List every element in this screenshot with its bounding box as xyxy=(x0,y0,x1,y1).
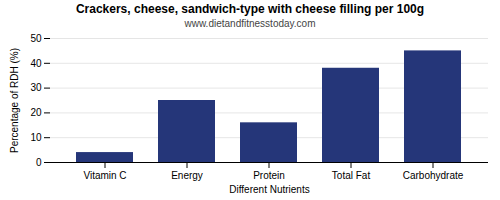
svg-text:40: 40 xyxy=(30,58,42,69)
svg-text:Total Fat: Total Fat xyxy=(332,170,371,181)
svg-text:Vitamin C: Vitamin C xyxy=(83,170,126,181)
svg-text:Different Nutrients: Different Nutrients xyxy=(229,184,309,195)
svg-text:0: 0 xyxy=(36,157,42,168)
svg-text:30: 30 xyxy=(30,82,42,93)
svg-text:Percentage of RDH (%): Percentage of RDH (%) xyxy=(9,48,20,153)
svg-text:20: 20 xyxy=(30,107,42,118)
html-text:Crackers, cheese, sandwich-typ: Crackers, cheese, sandwich-type with che… xyxy=(75,2,425,16)
html-text:www.dietandfitnesstoday.com: www.dietandfitnesstoday.com xyxy=(184,18,316,29)
svg-text:10: 10 xyxy=(30,132,42,143)
svg-text:Energy: Energy xyxy=(171,170,203,181)
svg-text:Protein: Protein xyxy=(253,170,285,181)
svg-text:50: 50 xyxy=(30,33,42,44)
svg-text:Carbohydrate: Carbohydrate xyxy=(403,170,464,181)
